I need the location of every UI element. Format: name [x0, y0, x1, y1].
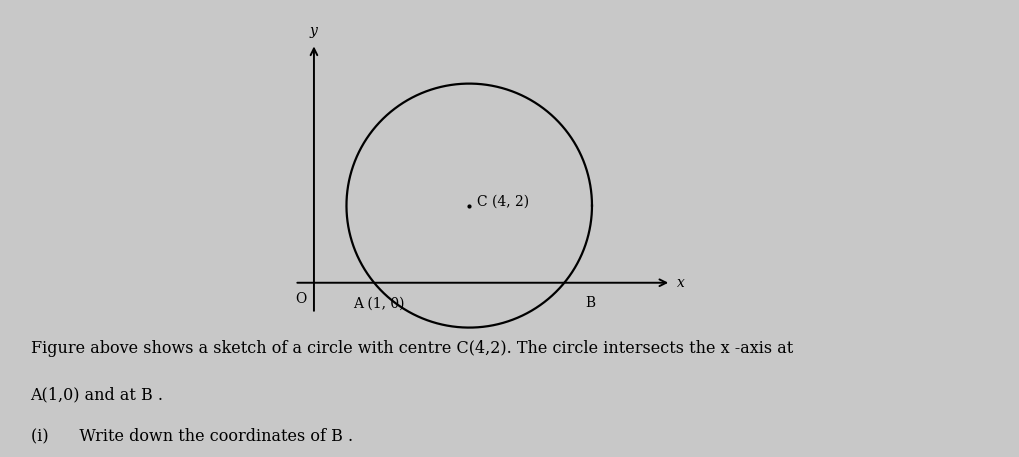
Text: y: y: [310, 24, 318, 38]
Text: (i)      Write down the coordinates of B .: (i) Write down the coordinates of B .: [31, 427, 353, 444]
Text: x: x: [677, 276, 685, 290]
Text: B: B: [586, 296, 596, 310]
Text: Figure above shows a sketch of a circle with centre C(4,2). The circle intersect: Figure above shows a sketch of a circle …: [31, 340, 793, 357]
Text: O: O: [294, 292, 306, 306]
Text: A (1, 0): A (1, 0): [353, 296, 405, 310]
Text: A(1,0) and at B .: A(1,0) and at B .: [31, 386, 164, 403]
Text: C (4, 2): C (4, 2): [477, 195, 529, 209]
